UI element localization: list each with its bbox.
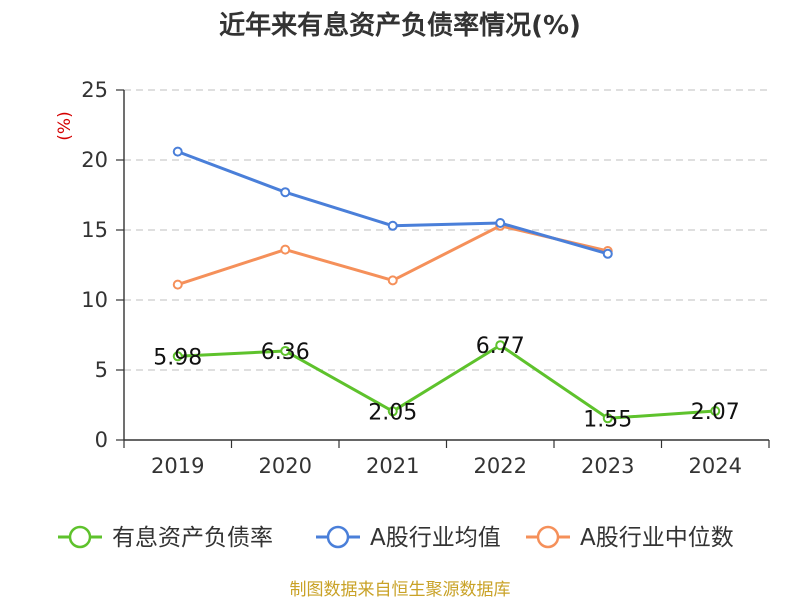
data-point[interactable] <box>172 351 183 362</box>
data-point[interactable] <box>387 406 398 417</box>
data-label: 6.77 <box>476 334 525 359</box>
legend: 有息资产负债率 A股行业均值 A股行业中位数 <box>58 525 734 551</box>
series-line <box>177 343 716 420</box>
y-tick-label: 20 <box>81 148 108 172</box>
legend-label[interactable]: 有息资产负债率 <box>112 525 273 551</box>
source-note: 制图数据来自恒生聚源数据库 <box>290 580 511 600</box>
data-label: 5.98 <box>153 345 202 370</box>
series-line <box>177 150 609 256</box>
series-lines <box>172 146 721 424</box>
x-tick-label: 2023 <box>581 454 634 478</box>
x-tick-label: 2021 <box>366 454 419 478</box>
legend-marker-icon[interactable] <box>536 525 560 549</box>
y-tick-label: 0 <box>95 428 108 452</box>
legend-marker-icon[interactable] <box>68 525 92 549</box>
x-tick-label: 2024 <box>689 454 742 478</box>
data-point[interactable] <box>280 187 291 198</box>
data-point[interactable] <box>602 248 613 259</box>
x-tick-label: 2019 <box>151 454 204 478</box>
y-tick-label: 25 <box>81 78 108 102</box>
y-tick-label: 15 <box>81 218 108 242</box>
chart-title: 近年来有息资产负债率情况(%) <box>219 10 581 41</box>
data-point[interactable] <box>172 146 183 157</box>
legend-label[interactable]: A股行业均值 <box>370 525 501 551</box>
grid-lines <box>124 89 769 371</box>
data-point[interactable] <box>495 218 506 228</box>
axes: 0 5 10 15 20 25 2019 2020 2021 2022 2023 2024 <box>81 78 770 478</box>
data-point[interactable] <box>387 220 398 231</box>
legend-label[interactable]: A股行业中位数 <box>580 525 734 551</box>
data-point[interactable] <box>710 406 721 417</box>
x-tick-label: 2020 <box>259 454 312 478</box>
data-point[interactable] <box>602 413 613 424</box>
y-tick-label: 5 <box>95 358 108 382</box>
data-point[interactable] <box>495 340 506 351</box>
data-point[interactable] <box>280 244 291 255</box>
data-label: 6.36 <box>261 340 310 365</box>
y-axis-unit-label: (%) <box>55 111 75 140</box>
x-tick-label: 2022 <box>474 454 527 478</box>
data-labels: 5.98 6.36 2.05 6.77 1.55 2.07 <box>153 334 739 432</box>
data-label: 2.07 <box>691 400 740 425</box>
data-point[interactable] <box>280 345 291 356</box>
data-label: 1.55 <box>583 407 632 432</box>
data-point[interactable] <box>387 275 398 286</box>
data-point[interactable] <box>172 279 183 290</box>
y-tick-label: 10 <box>81 288 108 312</box>
legend-marker-icon[interactable] <box>326 525 350 549</box>
data-label: 2.05 <box>368 400 417 425</box>
